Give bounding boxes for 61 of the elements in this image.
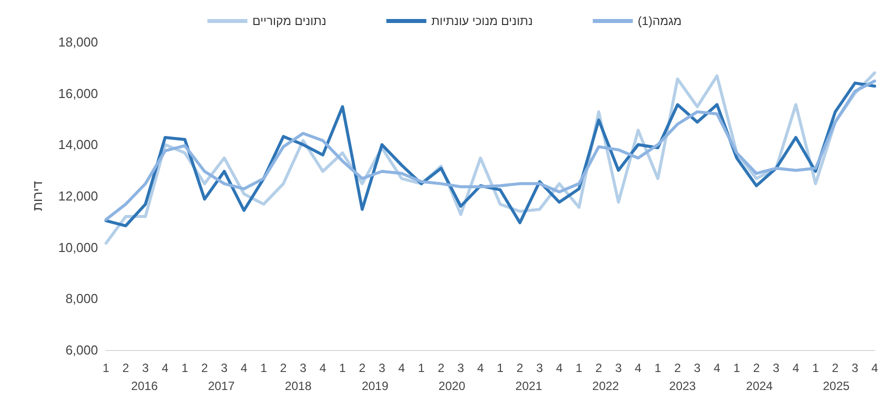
- legend-label: נתונים מנוכי עונתיות: [431, 14, 533, 28]
- y-tick-label: 6,000: [65, 342, 98, 358]
- x-tick-label: 2: [122, 361, 130, 375]
- text: 2024: [746, 379, 774, 393]
- x-tick-label: 2: [438, 361, 445, 375]
- text: 2020: [438, 379, 466, 393]
- x-tick-label: 1: [418, 361, 426, 375]
- x-tick-label: 2: [358, 361, 366, 375]
- x-tick-label: 4: [634, 361, 642, 375]
- x-tick-label: 3: [457, 361, 464, 375]
- legend-label: נתונים מקוריים: [252, 14, 326, 28]
- x-tick-label: 2: [753, 361, 760, 375]
- x-tick-label: 4: [319, 361, 326, 375]
- x-tick-label: 1: [654, 361, 662, 375]
- x-tick-label: 1: [102, 361, 110, 375]
- text: 2017: [208, 379, 235, 393]
- x-tick-label: 3: [536, 361, 544, 375]
- x-tick-label: 4: [556, 361, 563, 375]
- x-tick-label: 2: [674, 361, 682, 375]
- text: 2023: [669, 379, 696, 393]
- text: 2022: [592, 379, 620, 393]
- text: 2018: [284, 379, 312, 393]
- text: 2021: [515, 379, 542, 393]
- x-tick-label: 2: [201, 361, 208, 375]
- x-tick-label: 1: [339, 361, 346, 375]
- x-tick-label: 4: [162, 361, 169, 375]
- text: 2025: [822, 379, 850, 393]
- x-tick-label: 2: [280, 361, 288, 375]
- y-tick-label: 18,000: [58, 34, 98, 50]
- x-tick-label: 3: [300, 361, 307, 375]
- x-tick-label: 4: [477, 361, 484, 375]
- x-tick-label: 1: [496, 361, 504, 375]
- x-tick-label: 4: [871, 361, 878, 375]
- x-tick-label: 4: [240, 361, 248, 375]
- x-tick-label: 3: [694, 361, 701, 375]
- x-tick-label: 3: [142, 361, 150, 375]
- y-tick-label: 12,000: [58, 188, 98, 204]
- y-tick-label: 16,000: [58, 86, 98, 101]
- y-axis-title: דירות: [30, 181, 45, 211]
- text: 2016: [131, 379, 158, 393]
- x-tick-label: 3: [378, 361, 386, 375]
- y-tick-label: 14,000: [58, 137, 98, 152]
- legend-label: מגמה(1): [638, 14, 682, 28]
- x-tick-label: 2: [832, 361, 839, 375]
- y-tick-label: 10,000: [58, 240, 98, 255]
- x-tick-label: 3: [772, 361, 780, 375]
- x-tick-label: 4: [714, 361, 721, 375]
- x-tick-label: 4: [792, 361, 800, 375]
- x-tick-label: 2: [595, 361, 602, 375]
- x-tick-label: 3: [220, 361, 228, 375]
- x-tick-label: 1: [812, 361, 820, 375]
- x-tick-label: 1: [733, 361, 740, 375]
- y-tick-label: 8,000: [65, 291, 98, 306]
- x-tick-label: 1: [181, 361, 188, 375]
- x-tick-label: 4: [398, 361, 406, 375]
- x-tick-label: 1: [260, 361, 268, 375]
- text: 2019: [362, 379, 389, 393]
- x-tick-label: 3: [852, 361, 859, 375]
- x-tick-label: 1: [576, 361, 583, 375]
- x-tick-label: 3: [615, 361, 622, 375]
- x-tick-label: 2: [516, 361, 524, 375]
